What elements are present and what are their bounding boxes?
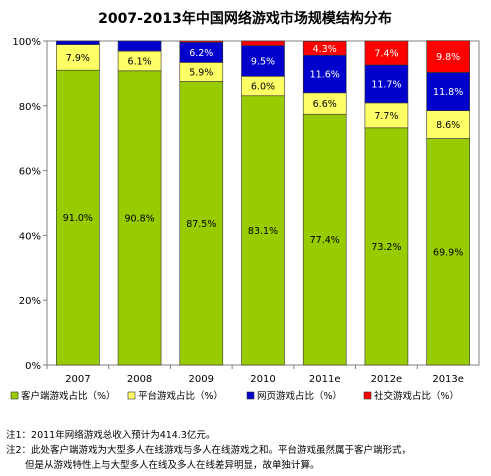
- bar-segment: [364, 64, 409, 104]
- footnote-1: 注1：2011年网络游戏总收入预计为414.3亿元。: [6, 430, 216, 441]
- bar-segment: [241, 95, 285, 366]
- footnotes: 注1：2011年网络游戏总收入预计为414.3亿元。 注2：此处客户端游戏为大型…: [6, 428, 488, 473]
- legend-label: 社交游戏占比（%）: [374, 390, 459, 402]
- bar-segment: [364, 127, 409, 366]
- chart-title: 2007-2013年中国网络游戏市场规模结构分布: [98, 10, 392, 27]
- bar-segment: [56, 44, 100, 71]
- legend-label: 网页游戏占比（%）: [257, 390, 342, 402]
- data-label: 4.3%: [313, 44, 337, 55]
- bar-segment: [117, 40, 162, 52]
- x-tick-label: 2011e: [309, 374, 341, 385]
- legend-swatch: [127, 391, 136, 400]
- data-label: 11.8%: [433, 87, 463, 98]
- data-label: 69.9%: [433, 247, 463, 258]
- data-label: 7.4%: [374, 48, 398, 59]
- data-label: 6.6%: [313, 99, 337, 110]
- bar-segment: [241, 40, 285, 46]
- bar-segment: [302, 54, 347, 94]
- bar-segment: [302, 113, 347, 366]
- y-tick-label: 100%: [12, 37, 41, 48]
- data-label: 77.4%: [310, 235, 340, 246]
- data-label: 9.5%: [251, 56, 275, 67]
- y-tick-label: 40%: [19, 231, 41, 242]
- data-label: 87.5%: [186, 219, 216, 230]
- x-tick-label: 2013e: [432, 374, 464, 385]
- bar-segment: [426, 110, 470, 139]
- bar-segment: [426, 72, 470, 111]
- bar-segment: [179, 81, 224, 366]
- data-label: 7.9%: [66, 53, 90, 64]
- data-label: 91.0%: [63, 213, 93, 224]
- bar-segment: [426, 40, 470, 73]
- bar-segment: [364, 40, 409, 66]
- bar-segment: [426, 138, 470, 366]
- bar-segment: [117, 70, 162, 366]
- y-tick-label: 20%: [19, 296, 41, 307]
- bar-segment: [364, 102, 409, 129]
- data-label: 11.6%: [310, 70, 340, 81]
- x-tick-label: 2008: [127, 374, 152, 385]
- data-label: 11.7%: [371, 79, 401, 90]
- data-label: 6.2%: [189, 48, 213, 59]
- bar-segment: [241, 45, 285, 77]
- legend-swatch: [363, 391, 372, 400]
- x-tick-label: 2007: [65, 374, 90, 385]
- data-label: 83.1%: [248, 226, 278, 237]
- data-label: 7.7%: [374, 111, 398, 122]
- y-tick-label: 0%: [25, 361, 41, 372]
- legend-label: 平台游戏占比（%）: [138, 390, 223, 402]
- data-label: 6.0%: [251, 82, 275, 93]
- x-tick-label: 2012e: [371, 374, 403, 385]
- bar-segment: [56, 40, 100, 45]
- data-label: 6.1%: [128, 56, 152, 67]
- x-tick-label: 2010: [250, 374, 275, 385]
- footnote-2: 注2：此处客户端游戏为大型多人在线游戏与多人在线游戏之和。平台游戏虽然属于客户端…: [6, 445, 412, 456]
- data-label: 8.6%: [436, 120, 460, 131]
- bar-segment: [302, 41, 347, 56]
- footnote-3: 但是从游戏特性上与大型多人在线及多人在线差异明显，故单独计算。: [6, 460, 320, 471]
- bar-segment: [179, 40, 224, 43]
- y-tick-label: 80%: [19, 102, 41, 113]
- legend-swatch: [10, 391, 19, 400]
- data-label: 9.8%: [436, 52, 460, 63]
- legend-label: 客户端游戏占比（%）: [21, 390, 116, 402]
- x-tick-label: 2009: [189, 374, 214, 385]
- data-label: 73.2%: [371, 242, 401, 253]
- data-label: 90.8%: [124, 213, 154, 224]
- y-tick-label: 60%: [19, 167, 41, 178]
- data-label: 5.9%: [189, 67, 213, 78]
- legend-swatch: [246, 391, 255, 400]
